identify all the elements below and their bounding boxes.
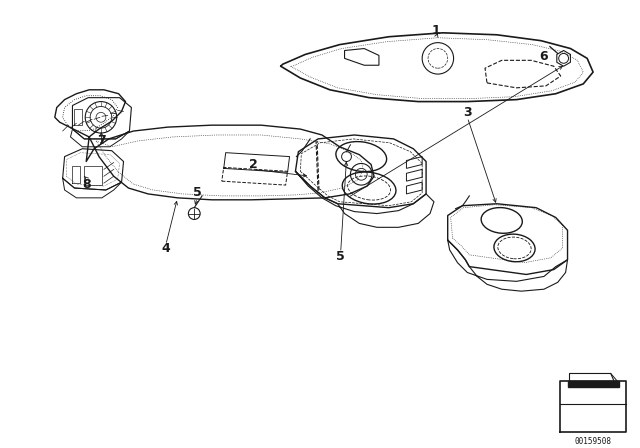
Text: 7: 7 [97, 134, 106, 147]
Text: 8: 8 [82, 177, 90, 190]
Text: 4: 4 [161, 242, 170, 255]
Text: 2: 2 [249, 158, 257, 171]
Text: 3: 3 [463, 106, 472, 119]
Text: 1: 1 [431, 24, 440, 37]
Text: 5: 5 [193, 186, 202, 199]
Text: 00159508: 00159508 [575, 436, 612, 446]
Text: 5: 5 [336, 250, 345, 263]
Text: 6: 6 [540, 50, 548, 63]
Polygon shape [568, 381, 619, 387]
